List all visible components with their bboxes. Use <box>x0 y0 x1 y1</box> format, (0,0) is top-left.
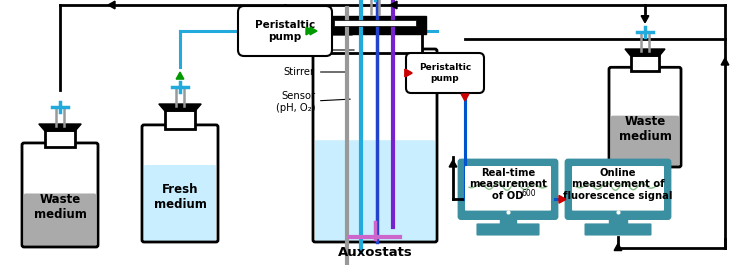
Polygon shape <box>559 196 566 203</box>
Polygon shape <box>405 69 412 77</box>
FancyBboxPatch shape <box>406 53 484 93</box>
Bar <box>329 30 422 53</box>
Text: Online
measurement of
fluorescence signal: Online measurement of fluorescence signa… <box>563 168 673 201</box>
Polygon shape <box>461 94 469 101</box>
Bar <box>165 110 195 129</box>
Text: Auxostats: Auxostats <box>337 246 413 259</box>
Polygon shape <box>625 49 665 56</box>
FancyBboxPatch shape <box>611 116 679 166</box>
Polygon shape <box>614 244 622 250</box>
FancyBboxPatch shape <box>566 160 670 219</box>
Text: Waste
medium: Waste medium <box>618 115 671 143</box>
Bar <box>45 130 75 147</box>
Bar <box>334 20 416 26</box>
FancyBboxPatch shape <box>238 6 332 56</box>
Polygon shape <box>159 104 201 111</box>
Polygon shape <box>641 16 649 23</box>
Polygon shape <box>390 1 397 9</box>
FancyBboxPatch shape <box>459 160 557 219</box>
FancyBboxPatch shape <box>585 223 651 236</box>
Polygon shape <box>721 58 729 65</box>
Polygon shape <box>306 27 313 35</box>
Polygon shape <box>108 1 115 9</box>
Polygon shape <box>310 27 317 35</box>
Polygon shape <box>449 160 457 167</box>
Text: Syringe filter: Syringe filter <box>250 15 350 25</box>
Text: Waste
medium: Waste medium <box>34 193 86 221</box>
Text: Peristaltic
pump: Peristaltic pump <box>419 63 471 83</box>
FancyBboxPatch shape <box>144 165 216 241</box>
Text: Medium inlet: Medium inlet <box>250 30 352 40</box>
Bar <box>609 217 627 224</box>
Text: Waste outlet: Waste outlet <box>252 45 354 55</box>
FancyBboxPatch shape <box>572 166 664 211</box>
Bar <box>500 217 516 224</box>
FancyBboxPatch shape <box>477 223 539 236</box>
Text: Peristaltic
pump: Peristaltic pump <box>255 20 315 42</box>
Bar <box>631 55 659 71</box>
Text: Real-time
measurement
of OD: Real-time measurement of OD <box>469 168 547 201</box>
Text: 600: 600 <box>522 189 536 198</box>
Polygon shape <box>39 124 81 131</box>
Bar <box>325 16 425 34</box>
Text: Stirrer: Stirrer <box>284 67 348 77</box>
FancyBboxPatch shape <box>465 166 551 211</box>
Text: Sensor
(pH, O₂): Sensor (pH, O₂) <box>276 91 350 113</box>
Polygon shape <box>405 69 412 77</box>
FancyBboxPatch shape <box>315 140 435 241</box>
Polygon shape <box>176 72 184 79</box>
Text: Fresh
medium: Fresh medium <box>153 183 206 211</box>
FancyBboxPatch shape <box>24 193 96 246</box>
